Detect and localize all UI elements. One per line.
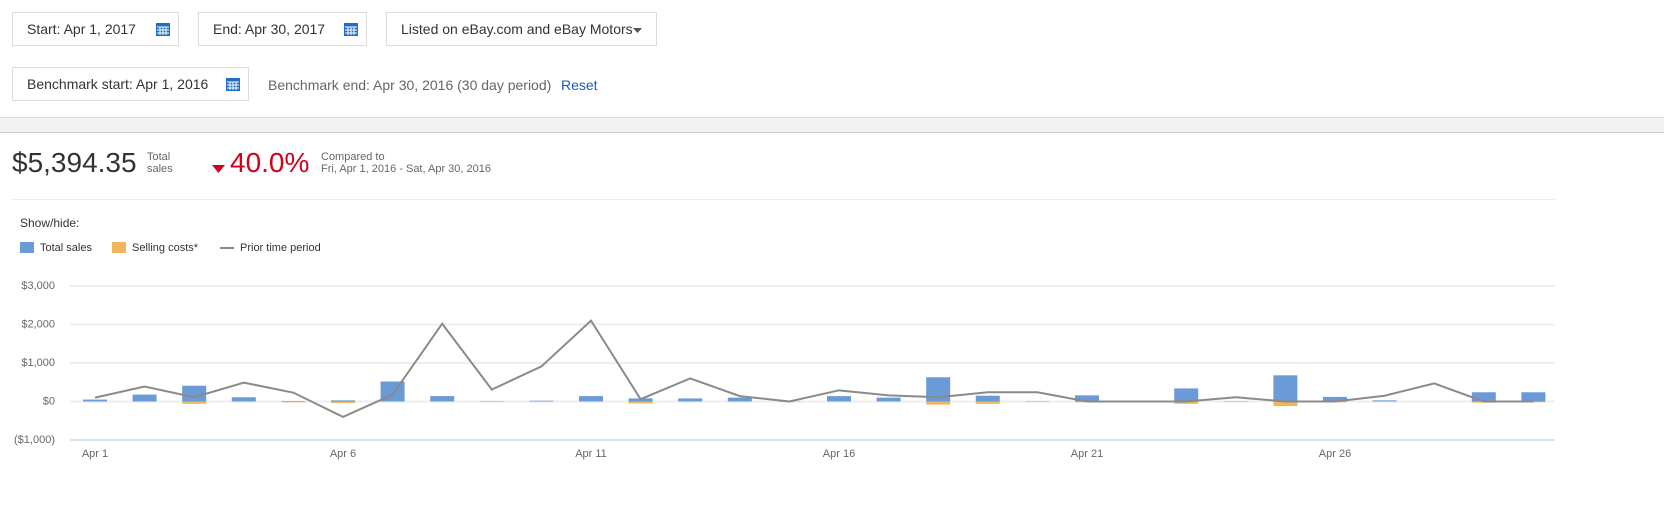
bar — [1273, 375, 1298, 402]
y-tick-label: $3,000 — [21, 280, 55, 292]
reset-link[interactable]: Reset — [561, 77, 598, 93]
y-tick-label: $1,000 — [21, 357, 55, 369]
bar — [975, 401, 1000, 404]
y-tick-label: ($1,000) — [14, 434, 55, 446]
bar — [1471, 392, 1496, 402]
change-value: 40.0% — [230, 147, 310, 178]
end-label: End: Apr 30, 2017 — [213, 21, 326, 37]
bar — [1174, 401, 1199, 404]
legend-label[interactable]: Selling costs* — [132, 242, 199, 254]
bar — [678, 398, 703, 402]
benchmark-end: Benchmark end: Apr 30, 2016 (30 day peri… — [268, 77, 552, 93]
bar — [331, 401, 355, 404]
x-tick-label: Apr 11 — [575, 448, 607, 460]
y-tick-label: $0 — [43, 395, 55, 407]
legend-label[interactable]: Prior time period — [240, 242, 321, 254]
calendar-icon — [344, 23, 358, 36]
bar — [331, 400, 355, 402]
x-tick-label: Apr 16 — [823, 448, 855, 460]
bar — [182, 401, 207, 404]
summary-divider — [12, 199, 1555, 200]
bar — [628, 401, 653, 404]
bar — [827, 396, 851, 402]
bar — [926, 401, 951, 405]
bar — [182, 385, 207, 402]
end-date[interactable]: End: Apr 30, 2017 — [198, 12, 367, 46]
bar — [1323, 396, 1347, 402]
show-hide-label: Show/hide: — [20, 216, 80, 230]
compared-label: Compared to — [321, 151, 385, 163]
bar — [83, 399, 107, 402]
bar — [1372, 400, 1397, 402]
total-label: Total sales — [147, 151, 173, 175]
legend-swatch — [112, 242, 126, 253]
bar — [281, 401, 306, 403]
bar — [529, 400, 554, 402]
calendar-icon — [226, 78, 240, 91]
prior-period-line — [94, 319, 1534, 419]
listing-select[interactable]: Listed on eBay.com and eBay Motors — [386, 12, 657, 46]
start-date[interactable]: Start: Apr 1, 2017 — [12, 12, 179, 46]
benchmark-start[interactable]: Benchmark start: Apr 1, 2016 — [12, 67, 249, 101]
legend-swatch — [20, 242, 34, 253]
legend-label[interactable]: Total sales — [40, 242, 92, 254]
bar — [1273, 401, 1298, 407]
calendar-icon — [156, 23, 170, 36]
bar — [579, 396, 603, 402]
compared-range: Fri, Apr 1, 2016 - Sat, Apr 30, 2016 — [321, 163, 491, 175]
listing-label: Listed on eBay.com and eBay Motors — [401, 21, 633, 37]
bar — [1075, 395, 1099, 402]
x-tick-label: Apr 21 — [1071, 448, 1103, 460]
y-tick-label: $2,000 — [21, 318, 55, 330]
start-label: Start: Apr 1, 2017 — [27, 21, 136, 37]
bar — [727, 397, 752, 402]
bar — [132, 394, 157, 402]
x-tick-label: Apr 26 — [1319, 448, 1351, 460]
bar — [1174, 388, 1199, 402]
bar — [975, 395, 1000, 402]
divider-band — [0, 117, 1664, 133]
bar — [876, 397, 901, 402]
x-tick-label: Apr 6 — [330, 448, 356, 460]
benchmark-start-label: Benchmark start: Apr 1, 2016 — [27, 76, 209, 92]
total-value: $5,394.35 — [12, 147, 137, 178]
bar — [1521, 392, 1546, 402]
bar — [430, 396, 455, 402]
dropdown-arrow — [633, 28, 642, 33]
x-tick-label: Apr 1 — [82, 448, 108, 460]
bar — [231, 397, 256, 402]
down-arrow — [212, 165, 225, 173]
